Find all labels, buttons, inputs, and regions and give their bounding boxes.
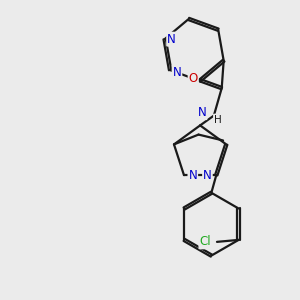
Text: N: N [172,65,182,79]
Text: N: N [167,33,176,46]
Text: Cl: Cl [200,236,211,248]
Text: N: N [203,169,212,182]
Text: O: O [189,72,198,85]
Text: H: H [214,115,222,124]
Text: N: N [188,169,197,182]
Text: N: N [198,106,206,119]
